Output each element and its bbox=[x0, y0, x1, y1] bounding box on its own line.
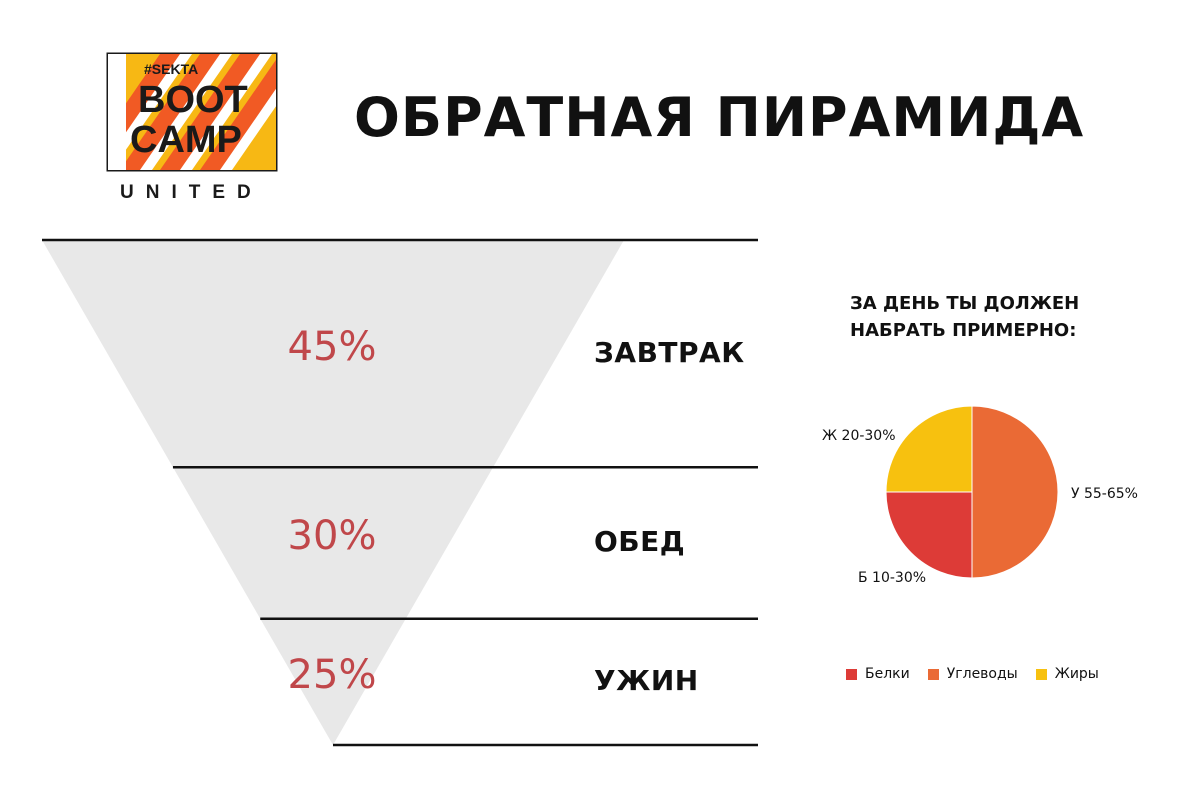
pie-slice bbox=[971, 405, 1059, 579]
logo-tag: #SEKTA bbox=[144, 61, 198, 77]
legend-swatch bbox=[927, 668, 939, 680]
bootcamp-logo: #SEKTA BOOT CAMP UNITED bbox=[106, 52, 278, 203]
pie-slice bbox=[885, 491, 973, 579]
pyramid-percent: 45% bbox=[287, 323, 377, 370]
pie-slice-label: У 55-65% bbox=[1071, 486, 1138, 502]
logo-line2: CAMP bbox=[130, 119, 242, 161]
legend-swatch bbox=[846, 668, 857, 680]
legend-item: Белки bbox=[846, 666, 910, 682]
logo-subtitle: UNITED bbox=[120, 182, 263, 203]
legend-label: Углеводы bbox=[946, 666, 1018, 682]
pie-slice bbox=[885, 405, 973, 493]
legend-swatch bbox=[1035, 668, 1047, 680]
pie-legend: Белки Углеводы Жиры bbox=[846, 666, 1099, 682]
pie-slice-label: Б 10-30% bbox=[858, 570, 927, 586]
legend-item: Углеводы bbox=[927, 666, 1018, 682]
pyramid-meal-label: ЗАВТРАК bbox=[594, 335, 745, 369]
pyramid-shape bbox=[42, 240, 624, 745]
pie-title: ЗА ДЕНЬ ТЫ ДОЛЖЕН НАБРАТЬ ПРИМЕРНО: bbox=[850, 293, 1080, 341]
logo-line1: BOOT bbox=[138, 79, 248, 121]
pyramid-percent: 25% bbox=[287, 651, 377, 698]
page-title: ОБРАТНАЯ ПИРАМИДА bbox=[354, 86, 1085, 149]
legend-label: Жиры bbox=[1054, 666, 1099, 682]
pyramid-meal-label: ОБЕД bbox=[594, 525, 686, 558]
pyramid-meal-label: УЖИН bbox=[594, 663, 699, 697]
logo-stripes bbox=[108, 54, 276, 170]
legend-label: Белки bbox=[865, 666, 910, 682]
pie-slice-label: Ж 20-30% bbox=[822, 428, 896, 444]
pyramid-percent: 30% bbox=[287, 513, 377, 559]
legend-item: Жиры bbox=[1035, 666, 1099, 682]
